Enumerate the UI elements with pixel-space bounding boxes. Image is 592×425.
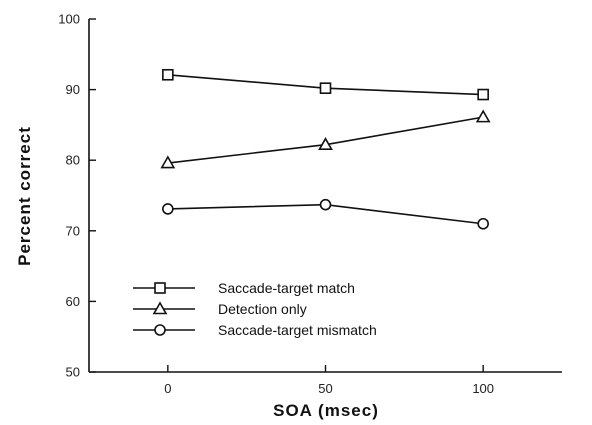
legend-marker-circle [154, 324, 166, 336]
y-tick-label: 50 [66, 365, 80, 380]
data-point-square [477, 88, 489, 101]
data-point-circle [477, 217, 489, 230]
y-tick-label: 100 [58, 12, 80, 27]
y-tick-label: 80 [66, 153, 80, 168]
data-point-circle [319, 198, 332, 211]
legend-marker-triangle [152, 301, 168, 315]
y-tick-label: 70 [66, 223, 80, 238]
data-point-triangle [160, 155, 176, 169]
x-tick-label: 100 [472, 381, 494, 396]
axes [88, 19, 562, 373]
series [160, 68, 491, 230]
data-point-triangle [475, 109, 491, 123]
legend-label: Saccade-target mismatch [218, 322, 377, 338]
legend: Saccade-target match Detection only Saccad… [133, 280, 377, 338]
y-tick-label: 60 [66, 294, 80, 309]
legend-label: Detection only [218, 301, 307, 317]
x-axis-title: SOA (msec) [273, 401, 379, 420]
legend-label: Saccade-target match [218, 280, 355, 296]
y-tick-label: 90 [66, 82, 80, 97]
x-tick-label: 0 [164, 381, 171, 396]
data-point-circle [162, 203, 174, 215]
y-axis-title: Percent correct [15, 126, 34, 266]
data-point-square [162, 68, 174, 81]
data-point-triangle [318, 137, 333, 150]
data-point-square [319, 82, 332, 94]
x-tick-label: 50 [318, 381, 332, 396]
ticks: 50 60 70 80 90 100 0 50 100 [58, 12, 494, 397]
legend-marker-square [154, 282, 166, 294]
